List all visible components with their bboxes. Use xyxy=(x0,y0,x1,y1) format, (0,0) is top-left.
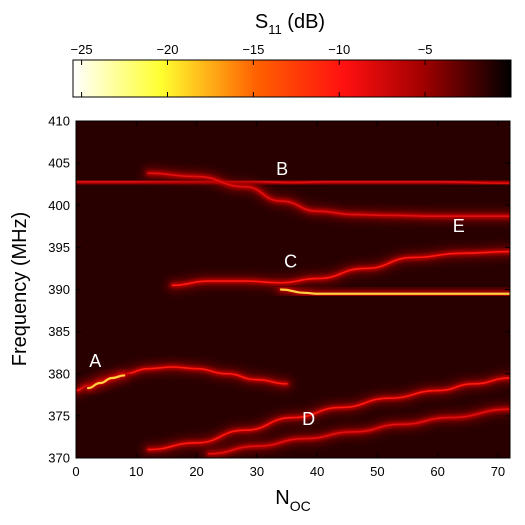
plot-area: A B C D E 0 10 20 30 40 50 60 70 370 375 380 385 390 395… xyxy=(48,114,511,479)
colorbar-label: S11 (dB) xyxy=(255,11,325,37)
resonance-curve xyxy=(147,172,510,218)
colorbar: S11 (dB) −25 −20 −15 −10 −5 xyxy=(71,11,512,98)
mode-label-e: E xyxy=(453,216,465,236)
y-tick-label: 390 xyxy=(48,282,70,297)
colorbar-tick-label: −25 xyxy=(71,42,93,57)
y-tick-label: 380 xyxy=(48,366,70,381)
x-tick-label: 30 xyxy=(250,464,264,479)
y-axis-ticks: 370 375 380 385 390 395 400 405 410 xyxy=(48,114,510,466)
y-tick-label: 375 xyxy=(48,408,70,423)
mode-label-b: B xyxy=(276,159,288,179)
resonance-curve xyxy=(207,408,510,455)
x-axis-title: NOC xyxy=(275,487,310,514)
y-tick-label: 385 xyxy=(48,324,70,339)
x-tick-label: 60 xyxy=(430,464,444,479)
mode-label-a: A xyxy=(89,351,101,371)
colorbar-tick-label: −15 xyxy=(242,42,264,57)
y-tick-label: 405 xyxy=(48,156,70,171)
y-tick-label: 400 xyxy=(48,198,70,213)
resonance-curve xyxy=(147,377,510,451)
colorbar-tick-label: −20 xyxy=(156,42,178,57)
y-tick-label: 370 xyxy=(48,451,70,466)
resonance-curve xyxy=(279,288,510,295)
y-tick-label: 395 xyxy=(48,240,70,255)
resonance-curve xyxy=(86,374,126,390)
mode-label-d: D xyxy=(302,409,315,429)
x-tick-label: 40 xyxy=(310,464,324,479)
resonance-curve xyxy=(171,250,510,287)
colorbar-bar xyxy=(72,59,512,98)
annotations: A B C D E xyxy=(89,159,464,429)
x-axis-ticks: 0 10 20 30 40 50 60 70 xyxy=(72,121,505,479)
resonance-curve xyxy=(76,180,510,185)
y-axis-title: Frequency (MHz) xyxy=(9,212,31,366)
colorbar-tick-label: −5 xyxy=(418,42,433,57)
x-tick-label: 20 xyxy=(189,464,203,479)
y-tick-label: 410 xyxy=(48,114,70,129)
mode-label-c: C xyxy=(284,252,297,272)
x-tick-label: 10 xyxy=(129,464,143,479)
colorbar-tick-label: −10 xyxy=(328,42,350,57)
x-tick-label: 0 xyxy=(72,464,79,479)
colorbar-ticks: −25 −20 −15 −10 −5 xyxy=(71,42,433,97)
x-tick-label: 50 xyxy=(370,464,384,479)
x-tick-label: 70 xyxy=(491,464,505,479)
resonance-layer xyxy=(76,166,510,458)
